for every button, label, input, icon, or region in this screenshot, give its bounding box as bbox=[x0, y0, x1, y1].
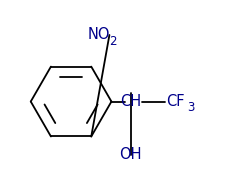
Text: 3: 3 bbox=[187, 101, 195, 114]
Text: CF: CF bbox=[166, 94, 184, 109]
Text: OH: OH bbox=[119, 147, 142, 163]
Text: CH: CH bbox=[120, 94, 141, 109]
Text: 2: 2 bbox=[109, 35, 116, 47]
Text: NO: NO bbox=[88, 27, 111, 42]
